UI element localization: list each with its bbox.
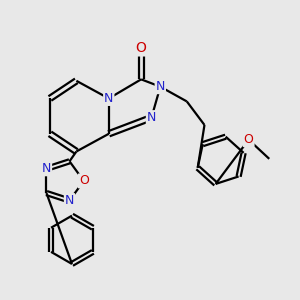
Text: N: N xyxy=(147,111,156,124)
Text: N: N xyxy=(156,80,165,93)
Text: N: N xyxy=(65,194,74,207)
Text: O: O xyxy=(244,133,254,146)
Text: O: O xyxy=(79,174,89,188)
Text: N: N xyxy=(104,92,113,105)
Text: O: O xyxy=(136,41,147,56)
Text: N: N xyxy=(42,162,51,175)
